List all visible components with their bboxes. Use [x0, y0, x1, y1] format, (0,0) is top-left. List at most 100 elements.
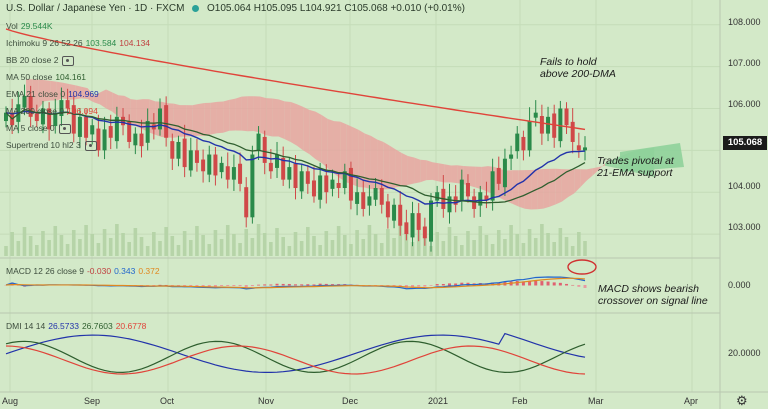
- legend-vol[interactable]: Vol 29.544K: [6, 21, 53, 31]
- candle: [84, 109, 89, 146]
- macd-hist-bar: [257, 284, 261, 286]
- candle: [256, 126, 261, 160]
- candle: [509, 145, 514, 171]
- candle: [367, 185, 372, 216]
- macd-hist-bar: [294, 284, 297, 286]
- candle: [416, 203, 421, 242]
- candle: [201, 149, 206, 183]
- candle: [225, 152, 230, 189]
- macd-hist-bar: [571, 284, 575, 286]
- candle: [392, 198, 397, 229]
- candle: [311, 166, 316, 203]
- candle: [145, 108, 150, 151]
- macd-hist-bar: [207, 285, 211, 287]
- candle: [570, 108, 575, 154]
- time-tick: Feb: [512, 396, 528, 406]
- legend-ichimoku[interactable]: Ichimoku 9 26 52 26 103.584 104.134: [6, 38, 151, 48]
- macd-hist-bar: [491, 282, 495, 286]
- macd-hist-bar: [521, 281, 525, 286]
- macd-crossover-highlight: [567, 259, 597, 275]
- candle: [65, 88, 70, 115]
- macd-hist-bar: [213, 285, 217, 287]
- ohlc-values: O105.064 H105.095 L104.921 C105.068 +0.0…: [206, 3, 465, 14]
- eye-icon[interactable]: [84, 140, 97, 151]
- gear-icon[interactable]: ⚙: [736, 393, 748, 408]
- macd-hist-bar: [287, 283, 291, 286]
- macd-hist-bar: [244, 285, 248, 288]
- candle: [275, 141, 280, 178]
- annotation-fails: Fails to hold above 200-DMA: [540, 56, 616, 80]
- symbol-title[interactable]: U.S. Dollar / Japanese Yen · 1D · FXCM O…: [6, 3, 465, 14]
- candle: [213, 146, 218, 186]
- candle: [527, 107, 532, 157]
- candle: [552, 104, 557, 148]
- candle: [71, 95, 76, 143]
- ema21-line: [5, 110, 586, 205]
- candle: [28, 85, 33, 127]
- candle: [342, 163, 347, 195]
- macd-hist-bar: [195, 285, 199, 287]
- macd-hist-bar: [583, 285, 587, 288]
- time-tick: 2021: [428, 396, 449, 406]
- candle: [281, 146, 286, 186]
- candle: [219, 156, 224, 179]
- macd-hist-bar: [158, 284, 162, 286]
- legend-bb[interactable]: BB 20 close 2: [6, 55, 75, 66]
- candle: [502, 148, 507, 196]
- macd-hist-bar: [164, 284, 168, 286]
- macd-hist-bar: [232, 285, 236, 287]
- price-tick: 104.000: [728, 181, 761, 191]
- candle: [133, 127, 138, 155]
- candle: [207, 145, 212, 183]
- macd-hist-bar: [263, 284, 267, 286]
- candle: [385, 193, 390, 229]
- price-tick: 103.000: [728, 222, 761, 232]
- eye-icon[interactable]: [58, 123, 71, 134]
- legend-ma50[interactable]: MA 50 close 104.161: [6, 72, 87, 82]
- candle: [47, 102, 52, 141]
- candle: [262, 130, 267, 175]
- time-tick: Nov: [258, 396, 275, 406]
- candle: [244, 177, 249, 228]
- macd-hist-bar: [281, 283, 285, 286]
- candle: [515, 126, 520, 159]
- macd-hist-bar: [275, 283, 279, 286]
- candle: [53, 98, 58, 134]
- candle: [293, 154, 298, 200]
- candle: [96, 114, 101, 157]
- candle: [361, 179, 366, 217]
- moving-average-lines: [5, 28, 586, 205]
- macd-hist-bar: [16, 284, 20, 286]
- legend-macd[interactable]: MACD 12 26 close 9 -0.030 0.343 0.372: [6, 266, 160, 276]
- candle: [558, 100, 563, 148]
- candle: [268, 149, 273, 179]
- legend-ema21[interactable]: EMA 21 close 0 104.969: [6, 89, 99, 99]
- macd-hist-bar: [300, 284, 304, 286]
- eye-icon[interactable]: [62, 55, 75, 66]
- legend-ma200[interactable]: MA 200 close 0 106.094: [6, 106, 98, 116]
- current-price-label: 105.068: [723, 136, 767, 150]
- macd-hist-bar: [318, 283, 322, 286]
- macd-hist-bar: [220, 285, 224, 286]
- candle: [564, 102, 569, 135]
- candle: [478, 185, 483, 217]
- macd-hist-bar: [515, 280, 519, 286]
- candle: [194, 139, 199, 172]
- macd-hist-bar: [183, 285, 187, 287]
- candle: [576, 132, 581, 158]
- candle: [287, 157, 292, 189]
- legend-ma5[interactable]: MA 5 close 0: [6, 123, 71, 134]
- legend-supertrend[interactable]: Supertrend 10 hl2 3: [6, 140, 97, 151]
- candle: [238, 152, 243, 192]
- candle: [157, 98, 162, 136]
- macd-hist-bar: [546, 281, 550, 286]
- price-tick: 107.000: [728, 58, 761, 68]
- macd-hist-bar: [540, 281, 544, 286]
- macd-hist-bar: [552, 282, 556, 286]
- ma200-line: [5, 28, 586, 131]
- candle: [583, 136, 587, 161]
- time-tick: Mar: [588, 396, 604, 406]
- macd-hist-bar: [435, 284, 439, 286]
- legend-dmi[interactable]: DMI 14 14 26.5733 26.7603 20.6778: [6, 321, 147, 331]
